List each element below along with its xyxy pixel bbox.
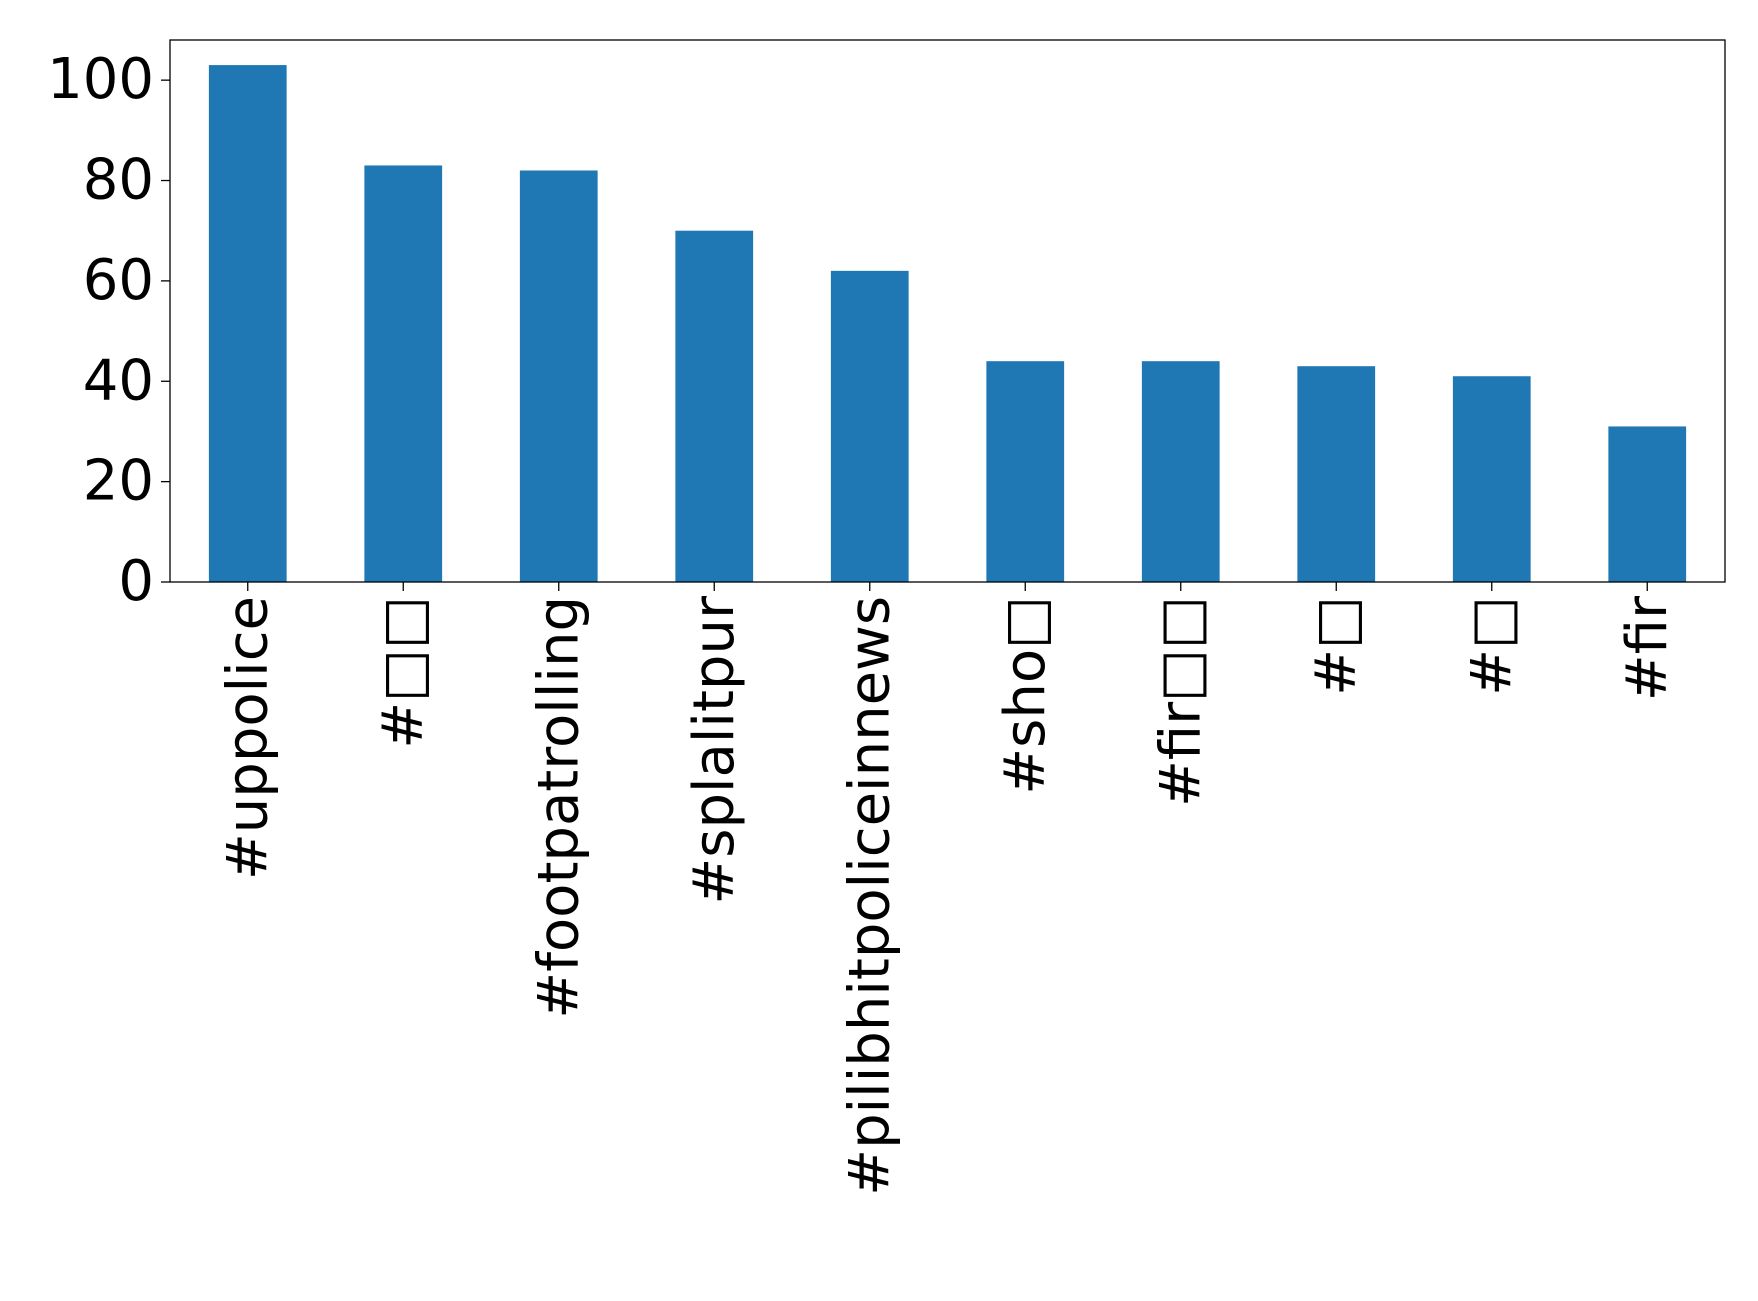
- x-axis: #uppolice #□□ #footpatrolling #splalitpur #p…: [215, 582, 1680, 1196]
- bar-3: [675, 230, 754, 582]
- x-tick-label-2: #footpatrolling: [526, 596, 591, 1019]
- bar-7: [1297, 366, 1376, 582]
- bars-layer: [208, 65, 1687, 583]
- y-tick-label-4: 80: [83, 148, 154, 213]
- x-tick-label-3: #splalitpur: [682, 595, 747, 905]
- x-tick-label-4: #pilibhitpoliceinnews: [837, 596, 902, 1196]
- y-axis: 0 20 40 60 80 100: [47, 47, 170, 614]
- bar-4: [830, 270, 909, 582]
- x-tick-label-7: #□: [1304, 596, 1369, 696]
- bar-6: [1141, 361, 1220, 582]
- x-tick-label-9: #fir: [1615, 595, 1680, 701]
- bar-8: [1452, 376, 1531, 582]
- bar-9: [1608, 426, 1687, 582]
- x-tick-label-1: #□□: [371, 596, 436, 749]
- y-tick-label-1: 20: [83, 449, 154, 514]
- bar-0: [208, 65, 287, 583]
- x-tick-label-8: #□: [1459, 596, 1524, 696]
- bar-5: [986, 361, 1065, 582]
- y-tick-label-0: 0: [118, 549, 154, 614]
- bar-2: [519, 170, 598, 583]
- x-tick-label-5: #sho□: [993, 596, 1058, 795]
- y-tick-label-5: 100: [47, 47, 154, 112]
- x-tick-label-6: #fir□□: [1148, 596, 1213, 807]
- y-tick-label-3: 60: [83, 248, 154, 313]
- plot-frame: [169, 39, 1726, 583]
- y-tick-label-2: 40: [83, 348, 154, 413]
- x-tick-label-0: #uppolice: [215, 596, 280, 880]
- bar-1: [364, 165, 443, 582]
